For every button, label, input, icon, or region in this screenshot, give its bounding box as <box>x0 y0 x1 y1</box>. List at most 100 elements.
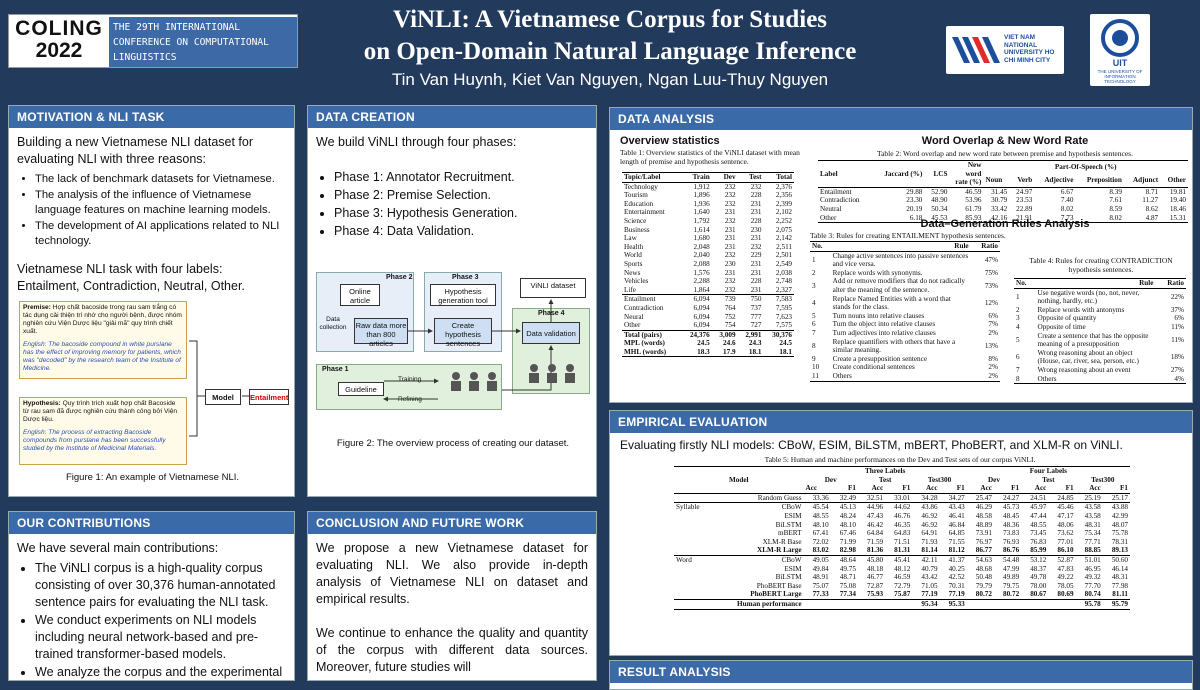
table-cell: 45.80 <box>866 555 884 564</box>
table-cell: 7.40 <box>1060 196 1074 205</box>
table-row: 9 Create a presupposition sentence 8% <box>810 355 1000 364</box>
table-cell: 7,623 <box>775 312 792 321</box>
motivation-heading: MOTIVATION & NLI TASK <box>9 106 294 128</box>
table-cell: Wrong reasoning about an object (House, … <box>1037 348 1139 366</box>
table-row: Education 1,936 232 231 2,399 <box>622 200 794 209</box>
metric-header: Acc <box>805 484 818 493</box>
table-cell: Other <box>624 321 641 330</box>
table-cell <box>674 529 711 538</box>
table-cell: Life <box>624 285 636 294</box>
table-cell: Contradiction <box>624 303 664 312</box>
table-cell: Total (pairs) <box>624 330 662 339</box>
table-cell: 76.83 <box>1030 537 1047 546</box>
table-1: Topic/Label Train Dev Test Total Technology 1… <box>622 172 794 357</box>
table-cell: 18.1 <box>779 347 792 356</box>
table-cell: 75.78 <box>1111 529 1128 538</box>
table-cell: 46.92 <box>921 511 938 520</box>
model-box: Model <box>205 389 241 405</box>
data-creation-heading: DATA CREATION <box>308 106 596 128</box>
table-cell: 81.11 <box>1112 590 1128 599</box>
table-cell: 8.02 <box>1109 213 1122 222</box>
table-cell <box>674 590 711 599</box>
table-cell: 95.79 <box>1111 599 1128 608</box>
table-cell: 1,864 <box>693 285 710 294</box>
table-cell: 64.91 <box>921 529 938 538</box>
phase-item: Phase 3: Hypothesis Generation. <box>334 205 588 222</box>
table-cell: 42.11 <box>921 555 938 564</box>
table-cell: Neutral <box>820 204 842 213</box>
metric-header: Acc <box>871 484 884 493</box>
table-cell: 77.33 <box>812 590 829 599</box>
table-cell: 1,576 <box>693 268 710 277</box>
table-cell: 2,376 <box>775 182 792 191</box>
table-cell: 1 <box>1016 292 1020 301</box>
reason-item: The analysis of the influence of Vietnam… <box>35 188 286 218</box>
table-cell: Science <box>624 216 647 225</box>
table-row: XLM-R Base 72.02 71.99 71.59 71.51 71.93 71.55… <box>674 538 1130 547</box>
table-cell: 89.13 <box>1111 546 1128 555</box>
table-cell: 228 <box>750 191 762 200</box>
table-row: Neural 6,094 752 777 7,623 <box>622 313 794 322</box>
table-cell: Create conditional sentences <box>832 363 915 372</box>
table-cell: 2,288 <box>693 277 710 286</box>
task-description: Vietnamese NLI task with four labels: En… <box>17 262 245 293</box>
label-box: Entailment <box>249 389 289 405</box>
table-cell: 231 <box>750 268 762 277</box>
empirical-panel: EMPIRICAL EVALUATION Evaluating firstly … <box>609 410 1193 656</box>
table-cell: 40.25 <box>948 564 965 573</box>
table-cell: 754 <box>724 321 736 330</box>
table-cell: 11 <box>812 371 819 380</box>
table-cell: 78.05 <box>1057 581 1074 590</box>
metric-header: Acc <box>925 484 938 493</box>
table-cell: 25.47 <box>975 493 992 502</box>
table-cell: mBERT <box>778 529 802 538</box>
table-header: Preposition <box>1086 176 1122 185</box>
table-cell: 48.58 <box>975 511 992 520</box>
uit-logo: UIT THE UNIVERSITY OF INFORMATION TECHNO… <box>1090 14 1150 86</box>
hypothesis-tool-box: Hypothesis generation tool <box>430 284 496 306</box>
table-row: Other 6,094 754 727 7,575 <box>622 321 794 330</box>
table-cell: Tourism <box>624 191 648 200</box>
table-cell: 72.79 <box>894 581 911 590</box>
table-cell: 17.9 <box>723 347 736 356</box>
table-row: 3 Add or remove modifiers that do not rad… <box>810 277 1000 294</box>
table-cell: 231 <box>724 208 736 217</box>
table-header: Topic/Label <box>624 173 661 181</box>
table-cell: 6.18 <box>909 213 923 222</box>
table-cell: Education <box>624 199 654 208</box>
table-cell: Human performance <box>737 599 802 608</box>
table-cell: 11% <box>1171 335 1184 344</box>
table-cell: 88.85 <box>1084 546 1101 555</box>
figure-1-caption: Figure 1: An example of Vietnamese NLI. <box>65 472 240 483</box>
table-cell: 1,792 <box>693 216 710 225</box>
table-cell: 752 <box>724 312 736 321</box>
table-cell: 3,009 <box>719 330 736 339</box>
table-row: PhoBERT Base 75.07 75.08 72.87 72.79 71.05 70.… <box>674 582 1130 591</box>
table-header: Other <box>1167 176 1186 185</box>
table-cell: 77.34 <box>839 590 856 599</box>
table-cell: 13% <box>984 341 998 350</box>
table-cell: 2 <box>1016 305 1020 314</box>
table-cell: 77.19 <box>921 590 938 599</box>
table-cell: 71.05 <box>921 581 938 590</box>
table-cell: 19.40 <box>1169 196 1186 205</box>
table-cell: 2,991 <box>745 330 762 339</box>
table-cell: 43.58 <box>1084 511 1101 520</box>
table-cell: 11.27 <box>1142 196 1159 205</box>
table-cell: 48.10 <box>812 520 829 529</box>
table-cell <box>674 512 711 521</box>
table-row: MHL (words) 18.3 17.9 18.1 18.1 <box>622 348 794 357</box>
table-cell: 19.81 <box>1169 187 1186 196</box>
table-cell: 47.44 <box>1030 511 1047 520</box>
table-cell: 42.99 <box>1111 511 1128 520</box>
table-cell: 7,575 <box>775 321 792 330</box>
table-cell: 48.90 <box>931 196 948 205</box>
table-cell: Turn nouns into relative clauses <box>832 311 925 320</box>
table-cell <box>674 493 711 503</box>
empirical-intro: Evaluating firstly NLI models: CBoW, ESI… <box>620 438 1123 452</box>
table-cell: PhoBERT Base <box>756 581 802 590</box>
table-cell: 2,327 <box>775 285 792 294</box>
motivation-intro: Building a new Vietnamese NLI dataset fo… <box>17 135 254 166</box>
figure-2-caption: Figure 2: The overview process of creati… <box>336 438 570 449</box>
table-cell: 48.31 <box>1111 573 1128 582</box>
